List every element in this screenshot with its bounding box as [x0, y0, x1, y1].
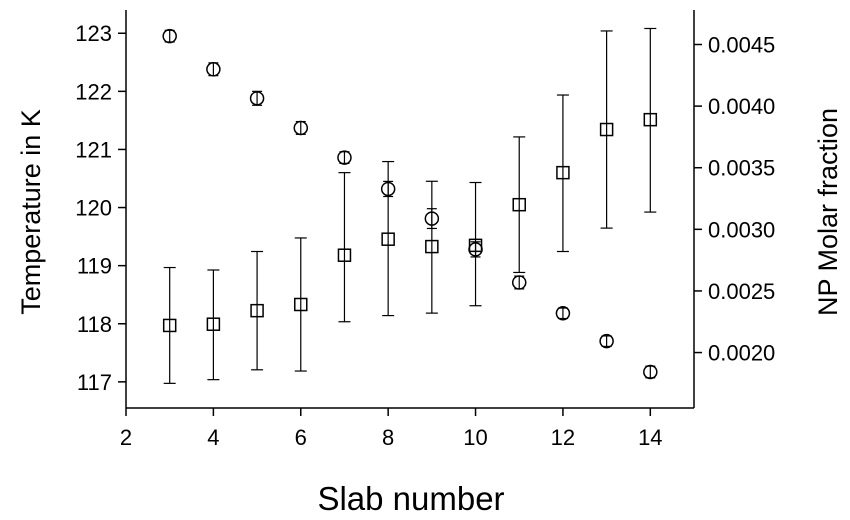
right-y-tick-label: 0.0020: [708, 341, 775, 366]
square-marker: [381, 232, 395, 246]
left-y-tick-label: 118: [77, 312, 112, 337]
right-y-axis-title: NP Molar fraction: [813, 108, 843, 316]
ticks: 2 4 6 8 10 12 14 117 118 119 120 121 122 123 0.0020 0.0…: [75, 21, 775, 450]
square-marker: [425, 239, 439, 254]
square-marker: [599, 122, 614, 137]
square-marker: [556, 165, 570, 180]
right-y-tick-label: 0.0045: [708, 33, 775, 58]
x-tick-label: 8: [382, 425, 394, 450]
left-y-tick-label: 120: [75, 196, 112, 221]
right-y-tick-label: 0.0040: [708, 94, 775, 119]
x-axis-title: Slab number: [317, 480, 504, 517]
circle-marker: [599, 333, 614, 349]
circle-marker: [511, 275, 527, 290]
square-marker: [206, 317, 221, 331]
square-marker: [337, 248, 352, 262]
circle-marker: [380, 181, 396, 197]
circle-marker: [249, 91, 265, 106]
circle-marker: [162, 28, 177, 44]
right-y-tick-label: 0.0035: [708, 156, 775, 181]
error-bars: [163, 27, 657, 384]
axes: [125, 10, 695, 409]
square-marker: [162, 318, 177, 333]
x-tick-label: 6: [295, 425, 307, 450]
left-y-tick-label: 119: [77, 254, 112, 279]
left-y-tick-label: 123: [75, 21, 112, 46]
circle-marker: [337, 150, 352, 165]
square-marker: [643, 112, 658, 127]
data-markers: [162, 28, 658, 380]
circle-marker: [293, 120, 309, 136]
square-marker: [294, 297, 308, 312]
x-tick-label: 14: [638, 425, 662, 450]
circle-marker: [643, 364, 658, 380]
circle-marker: [206, 62, 221, 77]
square-marker: [512, 197, 526, 212]
left-y-tick-label: 121: [75, 137, 112, 162]
circle-marker: [555, 306, 571, 321]
circle-marker: [424, 211, 440, 226]
x-tick-label: 12: [551, 425, 575, 450]
x-tick-label: 2: [120, 425, 132, 450]
left-y-tick-label: 122: [75, 79, 112, 104]
square-marker: [468, 238, 483, 253]
right-y-tick-label: 0.0025: [708, 279, 775, 304]
left-y-axis-title: Temperature in K: [16, 109, 46, 315]
square-marker: [250, 303, 264, 318]
right-y-tick-label: 0.0030: [708, 217, 775, 242]
x-tick-label: 10: [463, 425, 487, 450]
left-y-tick-label: 117: [77, 370, 112, 395]
x-tick-label: 4: [207, 425, 219, 450]
